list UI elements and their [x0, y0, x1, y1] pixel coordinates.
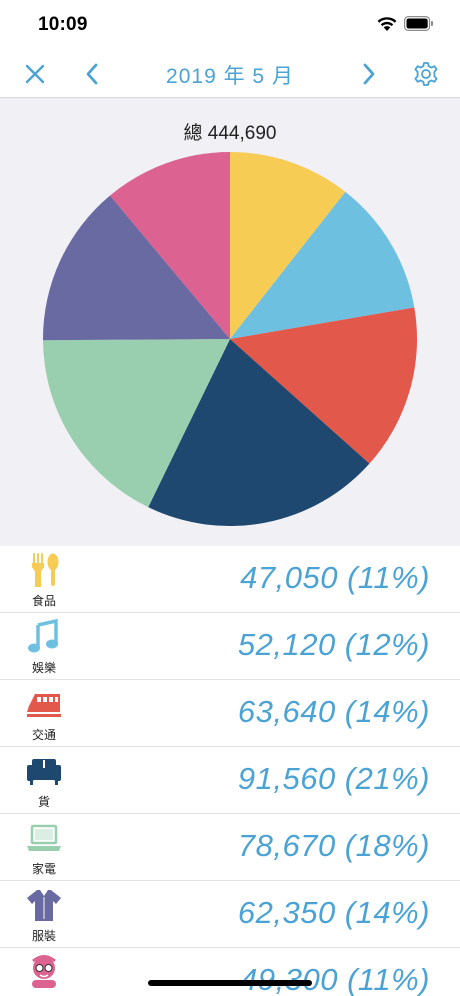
fork-spoon-icon	[24, 552, 64, 588]
pie-chart[interactable]	[0, 98, 460, 546]
laptop-icon	[24, 820, 64, 856]
category-amount: 78,670 (18%)	[237, 828, 430, 863]
chart-total: 總 444,690	[183, 123, 277, 144]
pie-slice[interactable]	[43, 339, 230, 508]
category-amount: 63,640 (14%)	[237, 694, 430, 729]
pie-chart-area: 總 444,690	[0, 98, 460, 546]
shirt-icon	[24, 887, 64, 923]
face-icon	[24, 954, 64, 990]
pie-slice[interactable]	[42, 195, 230, 341]
status-time: 10:09	[38, 14, 88, 35]
battery-icon	[404, 16, 433, 31]
category-row[interactable]: 食品 47,050 (11%)	[0, 546, 460, 613]
close-icon	[25, 64, 45, 84]
month-title: 2019 年 5 月	[166, 65, 294, 88]
wifi-icon	[377, 17, 397, 31]
music-note-icon	[24, 619, 64, 655]
train-icon	[24, 686, 64, 722]
status-icons	[376, 15, 434, 32]
category-row[interactable]: 49,300 (11%)	[0, 948, 460, 996]
category-label: 服裝	[31, 929, 56, 943]
nav-bar: 2019 年 5 月	[0, 50, 460, 98]
category-label: 娛樂	[31, 661, 56, 675]
pie-slice[interactable]	[110, 152, 230, 339]
category-label: 貨	[37, 795, 50, 809]
gear-icon	[414, 62, 438, 86]
category-label: 食品	[31, 594, 56, 608]
category-row[interactable]: 交通 63,640 (14%)	[0, 680, 460, 747]
close-button[interactable]	[19, 58, 51, 90]
category-row[interactable]: 娛樂 52,120 (12%)	[0, 613, 460, 680]
pie-slice[interactable]	[230, 307, 418, 464]
home-indicator	[148, 980, 312, 986]
sofa-icon	[24, 753, 64, 789]
category-label: 交通	[31, 728, 56, 742]
category-list: 食品 47,050 (11%) 娛樂 52,120 (12%) 交通 63,640 (14…	[0, 546, 460, 996]
category-label: 家電	[31, 862, 56, 876]
settings-button[interactable]	[410, 58, 442, 90]
category-amount: 62,350 (14%)	[237, 895, 430, 930]
category-amount: 91,560 (21%)	[237, 761, 430, 796]
category-amount: 49,300 (11%)	[240, 962, 430, 996]
category-amount: 47,050 (11%)	[240, 560, 430, 595]
category-row[interactable]: 服裝 62,350 (14%)	[0, 881, 460, 948]
category-row[interactable]: 貨 91,560 (21%)	[0, 747, 460, 814]
chevron-left-icon	[86, 63, 98, 85]
chevron-right-icon	[363, 63, 375, 85]
pie-slice[interactable]	[148, 339, 370, 527]
previous-month-button[interactable]	[76, 58, 108, 90]
pie-slice[interactable]	[230, 152, 346, 339]
pie-slice[interactable]	[230, 191, 415, 339]
category-row[interactable]: 家電 78,670 (18%)	[0, 814, 460, 881]
category-amount: 52,120 (12%)	[237, 627, 430, 662]
next-month-button[interactable]	[353, 58, 385, 90]
status-bar: 10:09	[0, 0, 460, 50]
